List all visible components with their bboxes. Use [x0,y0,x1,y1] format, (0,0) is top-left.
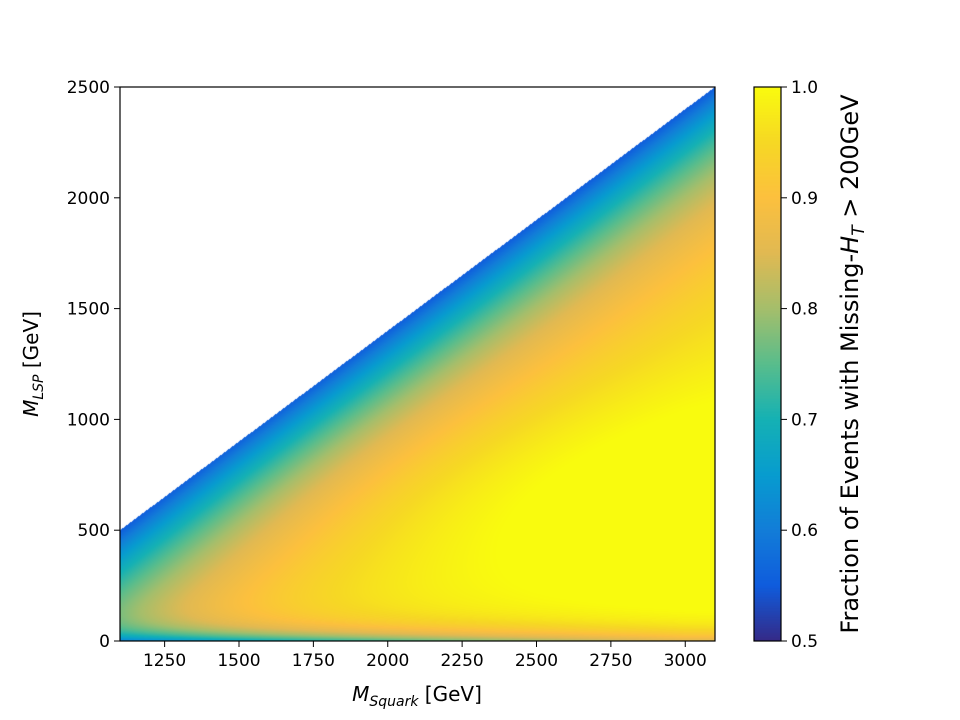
y-tick-label: 0 [99,632,110,652]
x-tick-label: 3000 [664,651,707,671]
colorbar-tick-label: 0.9 [791,189,818,209]
y-tick-label: 1000 [67,410,110,430]
heatmap-surface [120,87,715,641]
y-axis-label: MLSP [GeV] [19,311,47,417]
y-axis-ticks: 0 500 1000 1500 2000 2500 [67,78,120,652]
colorbar-tick-label: 1.0 [791,78,818,98]
colorbar-tick-label: 0.8 [791,300,818,320]
x-tick-label: 2250 [440,651,483,671]
plot-frame [119,86,716,642]
colorbar-ticks: 0.5 0.6 0.7 0.8 0.9 1.0 [781,78,818,652]
x-tick-label: 2750 [589,651,632,671]
colorbar-tick-label: 0.7 [791,410,818,430]
x-tick-label: 1500 [217,651,260,671]
x-tick-label: 1250 [143,651,186,671]
y-tick-label: 500 [78,521,110,541]
x-tick-label: 2500 [515,651,558,671]
x-tick-label: 2000 [366,651,409,671]
y-tick-label: 2000 [67,189,110,209]
colorbar-frame [753,86,782,642]
colorbar-tick-label: 0.6 [791,521,818,541]
x-axis-label: MSquark [GeV] [352,682,482,710]
y-tick-label: 1500 [67,300,110,320]
x-axis-ticks: 1250 1500 1750 2000 2250 2500 2750 3000 [143,641,707,671]
x-tick-label: 1750 [292,651,335,671]
colorbar-gradient [754,87,781,641]
y-tick-label: 2500 [67,78,110,98]
colorbar-label: Fraction of Events with Missing-HT > 200… [836,94,869,634]
colorbar-tick-label: 0.5 [791,632,818,652]
